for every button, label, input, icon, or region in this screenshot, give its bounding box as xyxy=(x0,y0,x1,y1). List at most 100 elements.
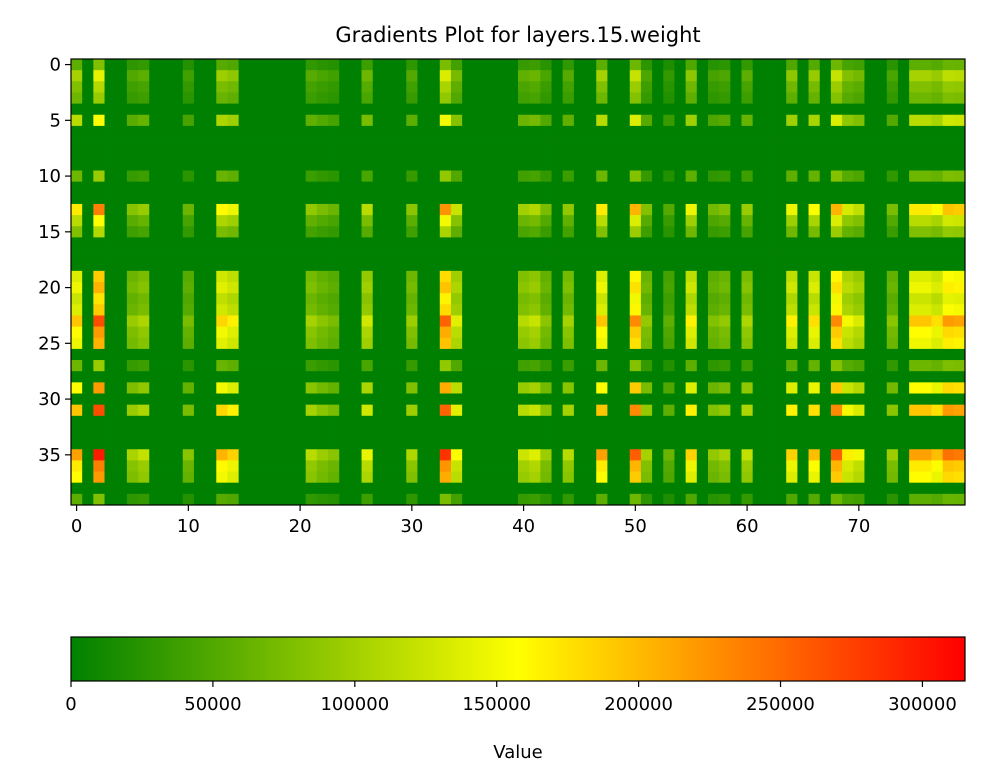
heatmap-cell xyxy=(585,493,597,506)
heatmap-cell xyxy=(82,382,94,394)
heatmap-cell xyxy=(819,415,832,428)
heatmap-cell xyxy=(707,460,720,472)
heatmap-cell xyxy=(272,203,284,216)
heatmap-cell xyxy=(339,449,351,461)
heatmap-cell xyxy=(920,460,932,472)
heatmap-cell xyxy=(350,114,362,127)
heatmap-cell xyxy=(93,215,105,227)
heatmap-cell xyxy=(540,460,552,472)
heatmap-cell xyxy=(529,360,541,372)
heatmap-cell xyxy=(361,482,374,495)
heatmap-cell xyxy=(182,125,195,138)
heatmap-cell xyxy=(428,81,441,93)
heatmap-cell xyxy=(596,159,608,171)
heatmap-cell xyxy=(853,70,865,82)
heatmap-cell xyxy=(763,125,776,138)
heatmap-cell xyxy=(462,293,474,305)
heatmap-cell xyxy=(216,337,228,350)
heatmap-cell xyxy=(272,382,284,394)
heatmap-cell xyxy=(182,114,195,127)
heatmap-cell xyxy=(462,415,474,428)
heatmap-cell xyxy=(383,471,396,484)
heatmap-cell xyxy=(372,371,385,383)
heatmap-cell xyxy=(953,125,966,138)
heatmap-cell xyxy=(417,125,430,138)
heatmap-cell xyxy=(93,482,105,495)
heatmap-cell xyxy=(149,360,161,372)
heatmap-cell xyxy=(82,482,94,495)
heatmap-cell xyxy=(640,415,653,428)
heatmap-cell xyxy=(942,293,955,305)
heatmap-cell xyxy=(685,70,698,82)
heatmap-cell xyxy=(216,181,228,194)
heatmap-cell xyxy=(629,114,642,127)
heatmap-cell xyxy=(775,192,787,205)
heatmap-cell xyxy=(853,192,865,205)
heatmap-cell xyxy=(372,282,385,294)
heatmap-cell xyxy=(920,360,932,372)
heatmap-cell xyxy=(819,59,832,71)
heatmap-cell xyxy=(249,159,262,171)
heatmap-cell xyxy=(115,259,128,272)
heatmap-cell xyxy=(283,215,295,227)
heatmap-cell xyxy=(696,493,709,506)
heatmap-cell xyxy=(115,493,128,506)
heatmap-cell xyxy=(115,293,128,305)
heatmap-cell xyxy=(786,371,798,383)
heatmap-cell xyxy=(171,404,184,417)
heatmap-cell xyxy=(126,181,139,194)
heatmap-cell xyxy=(149,270,161,283)
heatmap-cell xyxy=(193,326,206,339)
heatmap-cell xyxy=(529,460,541,472)
heatmap-cell xyxy=(707,226,720,238)
heatmap-cell xyxy=(830,181,843,194)
heatmap-cell xyxy=(328,270,340,283)
heatmap-cell xyxy=(71,360,83,372)
heatmap-cell xyxy=(730,270,742,283)
heatmap-cell xyxy=(328,415,340,428)
heatmap-cell xyxy=(864,259,877,272)
heatmap-cell xyxy=(596,293,608,305)
heatmap-cell xyxy=(819,159,832,171)
heatmap-cell xyxy=(864,148,877,160)
heatmap-cell xyxy=(886,181,899,194)
heatmap-cell xyxy=(283,181,295,194)
heatmap-cell xyxy=(138,181,150,194)
heatmap-cell xyxy=(797,103,809,116)
heatmap-cell xyxy=(786,449,798,461)
heatmap-cell xyxy=(674,493,687,506)
heatmap-cell xyxy=(126,304,139,316)
heatmap-cell xyxy=(808,393,821,406)
heatmap-cell xyxy=(216,81,228,93)
heatmap-cell xyxy=(931,282,944,294)
heatmap-cell xyxy=(260,393,273,406)
heatmap-cell xyxy=(607,192,619,205)
heatmap-cell xyxy=(730,92,742,104)
heatmap-cell xyxy=(417,170,430,183)
heatmap-cell xyxy=(462,426,474,439)
heatmap-cell xyxy=(886,449,899,461)
heatmap-cell xyxy=(886,393,899,406)
heatmap-cell xyxy=(238,215,251,227)
heatmap-cell xyxy=(406,192,418,205)
heatmap-cell xyxy=(283,259,295,272)
heatmap-cell xyxy=(585,315,597,327)
heatmap-cell xyxy=(171,348,184,361)
heatmap-cell xyxy=(875,348,888,361)
heatmap-cell xyxy=(652,426,664,439)
heatmap-cell xyxy=(205,237,217,249)
heatmap-cell xyxy=(71,215,83,227)
heatmap-cell xyxy=(182,92,195,104)
heatmap-cell xyxy=(786,170,798,183)
heatmap-cell xyxy=(417,70,430,82)
heatmap-cell xyxy=(104,460,117,472)
heatmap-cell xyxy=(775,426,787,439)
heatmap-cell xyxy=(529,226,541,238)
heatmap-cell xyxy=(406,337,418,350)
heatmap-cell xyxy=(741,471,754,484)
heatmap-cell xyxy=(249,181,262,194)
heatmap-cell xyxy=(573,449,586,461)
heatmap-cell xyxy=(618,348,631,361)
heatmap-cell xyxy=(462,59,474,71)
heatmap-cell xyxy=(719,404,731,417)
